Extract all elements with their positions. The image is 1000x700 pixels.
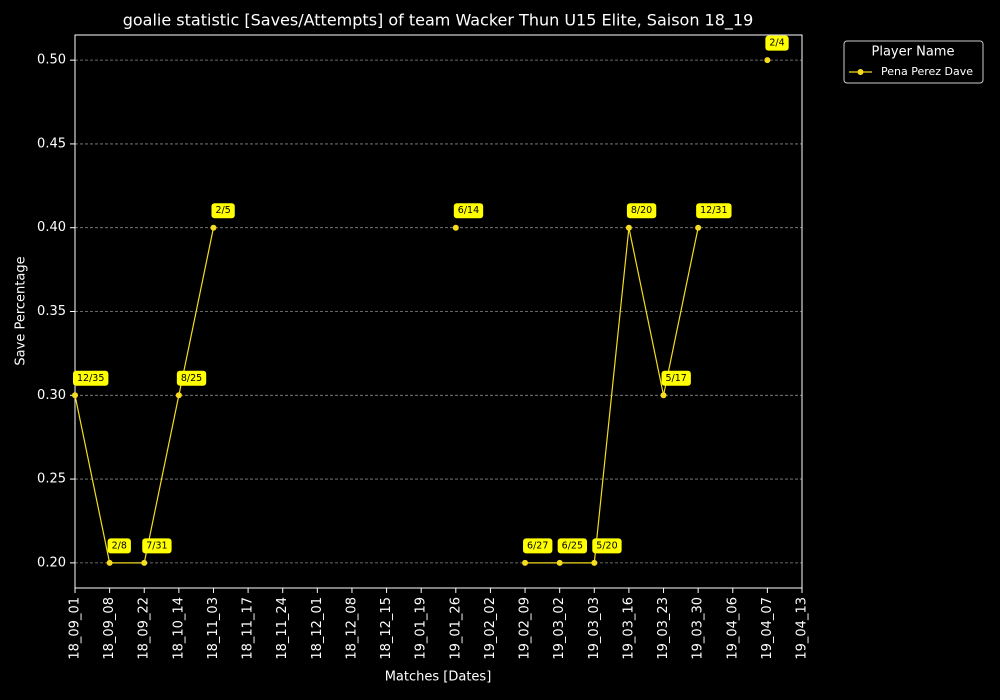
x-tick-label: 19_04_06 (725, 597, 740, 660)
data-label-text: 6/14 (458, 205, 479, 216)
point (72, 392, 78, 399)
data-label-text: 12/35 (77, 373, 104, 384)
data-label-box (557, 538, 588, 554)
x-tick-label: 19_01_26 (448, 597, 463, 660)
x-tick-label: 18_11_03 (206, 597, 221, 660)
point (175, 392, 182, 399)
y-tick-label: 0.35 (37, 304, 66, 319)
data-label-text: 12/31 (700, 205, 727, 216)
data-label-text: 8/25 (181, 373, 202, 384)
point (141, 559, 148, 566)
y-tick-label: 0.45 (37, 136, 66, 151)
data-label-box (523, 538, 553, 554)
data-label-box (211, 203, 235, 219)
point (625, 224, 632, 231)
data-label-box (73, 370, 109, 386)
data-label-text: 5/17 (666, 373, 687, 384)
legend-box (843, 40, 984, 84)
x-tick-label: 18_09_01 (68, 597, 83, 660)
data-label-box (142, 538, 172, 554)
data-label: 12/31 (696, 203, 732, 219)
x-tick-label: 19_02_02 (483, 597, 498, 660)
x-tick-label: 18_11_17 (241, 597, 256, 660)
x-tick-label: 19_02_09 (518, 597, 533, 660)
x-axis-label: Matches [Dates] (385, 670, 492, 685)
point (522, 559, 529, 566)
data-label: 8/25 (176, 370, 207, 386)
data-label-box (626, 203, 657, 219)
data-label: 2/5 (211, 203, 235, 219)
x-tick-label: 18_09_08 (102, 597, 117, 660)
point (764, 57, 771, 64)
x-tick-label: 19_03_23 (656, 597, 671, 660)
data-label: 5/20 (592, 538, 622, 554)
y-tick-label: 0.50 (37, 53, 66, 68)
point (556, 559, 563, 566)
point (452, 224, 459, 231)
data-label: 6/27 (523, 538, 553, 554)
x-tick-label: 18_10_14 (171, 597, 186, 660)
x-tick-label: 19_01_19 (414, 597, 429, 660)
data-label-box (592, 538, 622, 554)
data-label-box (107, 538, 131, 554)
data-label-box (765, 35, 789, 51)
y-tick-label: 0.40 (37, 220, 66, 235)
y-tick-label: 0.20 (37, 555, 66, 570)
data-label: 5/17 (661, 370, 691, 386)
data-label: 6/14 (453, 203, 484, 219)
data-label: 6/25 (557, 538, 588, 554)
data-label: 7/31 (142, 538, 172, 554)
data-label-text: 2/8 (112, 540, 127, 551)
data-label: 8/20 (626, 203, 657, 219)
x-tick-label: 19_04_07 (760, 597, 775, 660)
data-label-text: 6/27 (527, 540, 548, 551)
point (210, 224, 217, 231)
legend-label: Pena Perez Dave (881, 65, 973, 78)
data-label: 2/4 (765, 35, 789, 51)
y-tick-label: 0.25 (37, 472, 66, 487)
y-axis-label: Save Percentage (14, 256, 29, 365)
legend-marker (857, 69, 864, 75)
data-label: 12/35 (73, 370, 109, 386)
data-label-box (453, 203, 484, 219)
data-label: 2/8 (107, 538, 131, 554)
point (106, 559, 113, 566)
data-label-text: 8/20 (631, 205, 652, 216)
data-label-box (661, 370, 691, 386)
data-label-text: 6/25 (562, 540, 583, 551)
x-tick-label: 18_09_22 (137, 597, 152, 660)
data-label-box (176, 370, 207, 386)
x-tick-label: 19_04_13 (795, 597, 810, 660)
data-label-text: 2/4 (769, 38, 784, 49)
point (695, 224, 702, 231)
legend-title: Player Name (872, 45, 955, 60)
x-tick-label: 18_12_01 (310, 597, 325, 660)
x-tick-label: 19_03_02 (552, 597, 567, 660)
data-label-text: 2/5 (215, 205, 230, 216)
chart-title: goalie statistic [Saves/Attempts] of tea… (123, 11, 754, 31)
point (660, 392, 667, 399)
y-tick-label: 0.30 (37, 388, 66, 403)
data-label-text: 7/31 (146, 540, 167, 551)
plot-frame (74, 34, 803, 589)
x-tick-label: 18_12_08 (344, 597, 359, 660)
x-tick-label: 19_03_03 (587, 597, 602, 660)
data-label-box (696, 203, 732, 219)
x-tick-label: 19_03_16 (621, 597, 636, 660)
x-tick-label: 18_12_15 (379, 597, 394, 660)
x-tick-label: 19_03_30 (691, 597, 706, 660)
data-label-text: 5/20 (596, 540, 617, 551)
x-tick-label: 18_11_24 (275, 597, 290, 660)
point (591, 559, 598, 566)
